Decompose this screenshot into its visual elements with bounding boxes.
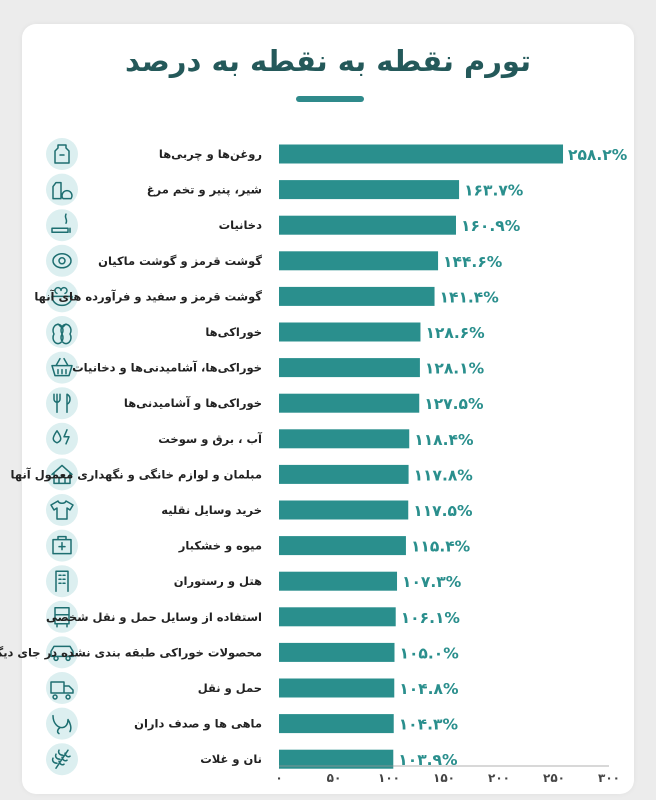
vegetables-icon xyxy=(46,316,78,348)
bar xyxy=(279,714,394,734)
x-tick-label: ۳۰۰ xyxy=(598,771,620,785)
bar xyxy=(279,286,435,306)
bar xyxy=(279,215,456,235)
value-label: ۱۴۱.۴% xyxy=(440,288,500,306)
category-label: میوه و خشکبار xyxy=(178,539,262,554)
category-label: هتل و رستوران xyxy=(174,574,262,589)
bus-icon xyxy=(46,600,78,633)
title-underline xyxy=(296,96,364,102)
category-label: خرید وسایل نقلیه xyxy=(161,503,262,518)
bar xyxy=(279,536,406,556)
bar xyxy=(279,358,420,378)
tobacco-icon xyxy=(46,209,78,242)
category-label: دخانیات xyxy=(219,218,262,232)
category-label: خوراکی‌ها و آشامیدنی‌ها xyxy=(124,396,262,411)
value-label: ۱۴۴.۶% xyxy=(443,253,503,271)
house-icon xyxy=(46,458,78,491)
cutlery-icon xyxy=(46,387,78,420)
hotel-building-icon xyxy=(46,565,78,598)
category-label: نان و غلات xyxy=(200,752,262,767)
bar xyxy=(279,678,395,698)
meat-icon xyxy=(46,244,78,277)
value-label: ۱۲۸.۶% xyxy=(425,324,485,342)
bar xyxy=(279,571,398,591)
bar xyxy=(279,251,439,271)
bar xyxy=(279,642,395,662)
x-tick-label: ۱۵۰ xyxy=(433,771,455,785)
x-tick-label: ۱۰۰ xyxy=(378,771,400,785)
category-label: محصولات خوراکی طبقه بندی نشده در جای دیگ… xyxy=(0,645,262,660)
category-label: مبلمان و لوازم خانگی و نگهداری معمول آنه… xyxy=(11,467,262,482)
value-label: ۱۲۷.۵% xyxy=(424,395,484,413)
bar xyxy=(279,322,421,342)
category-label: گوشت قرمز و سفید و فرآورده های آنها xyxy=(34,289,262,304)
category-label: آب ، برق و سوخت xyxy=(158,432,263,447)
bar xyxy=(279,607,396,627)
value-label: ۱۰۵.۰% xyxy=(400,644,460,662)
category-label: روغن‌ها و چربی‌ها xyxy=(159,147,262,162)
bar xyxy=(279,464,409,484)
oil-bottle-icon xyxy=(46,138,78,170)
value-label: ۱۱۷.۸% xyxy=(414,466,474,484)
category-label: شیر، پنیر و تخم مرغ xyxy=(147,183,262,198)
shirt-icon xyxy=(46,494,78,526)
bar xyxy=(279,180,460,200)
utilities-icon xyxy=(46,422,78,455)
category-label: ماهی ها و صدف داران xyxy=(134,717,262,732)
truck-icon xyxy=(46,672,78,704)
value-label: ۱۰۴.۸% xyxy=(399,680,459,698)
bar xyxy=(279,749,394,769)
value-label: ۱۱۵.۴% xyxy=(411,538,471,556)
value-label: ۱۰۷.۳% xyxy=(402,573,462,591)
wheat-icon xyxy=(46,743,78,776)
value-label: ۱۰۳.۹% xyxy=(398,751,458,769)
category-label: خوراکی‌ها، آشامیدنی‌ها و دخانیات xyxy=(72,361,262,376)
x-tick-label: ۵۰ xyxy=(327,771,342,785)
value-label: ۲۵۸.۲% xyxy=(568,146,628,164)
value-label: ۱۱۸.۴% xyxy=(414,431,474,449)
value-label: ۱۲۸.۱% xyxy=(425,360,485,378)
value-label: ۱۱۷.۵% xyxy=(413,502,473,520)
value-label: ۱۰۴.۳% xyxy=(399,716,459,734)
fish-icon xyxy=(46,707,78,740)
food-bowl-icon xyxy=(46,280,78,313)
x-tick-label: ۲۰۰ xyxy=(488,771,510,785)
x-tick-label: ۲۵۰ xyxy=(543,771,565,785)
x-tick-label: ۰ xyxy=(275,771,282,785)
value-label: ۱۰۶.۱% xyxy=(401,609,461,627)
dairy-icon xyxy=(46,173,78,206)
bar xyxy=(279,429,410,449)
category-label: استفاده از وسایل حمل و نقل شخصی xyxy=(46,610,262,625)
bar xyxy=(279,500,409,520)
bar xyxy=(279,393,420,413)
category-label: گوشت قرمز و گوشت ماکیان xyxy=(98,254,262,269)
fruit-box-icon xyxy=(46,529,78,562)
shopping-basket-icon xyxy=(46,351,78,384)
value-label: ۱۶۳.۷% xyxy=(464,182,524,200)
category-label: خوراکی‌ها xyxy=(205,325,262,340)
chart-title: تورم نقطه به نقطه به درصد xyxy=(125,44,531,78)
bar xyxy=(279,144,564,164)
value-label: ۱۶۰.۹% xyxy=(461,217,521,235)
car-icon xyxy=(46,636,78,669)
category-label: حمل و نقل xyxy=(198,681,262,696)
